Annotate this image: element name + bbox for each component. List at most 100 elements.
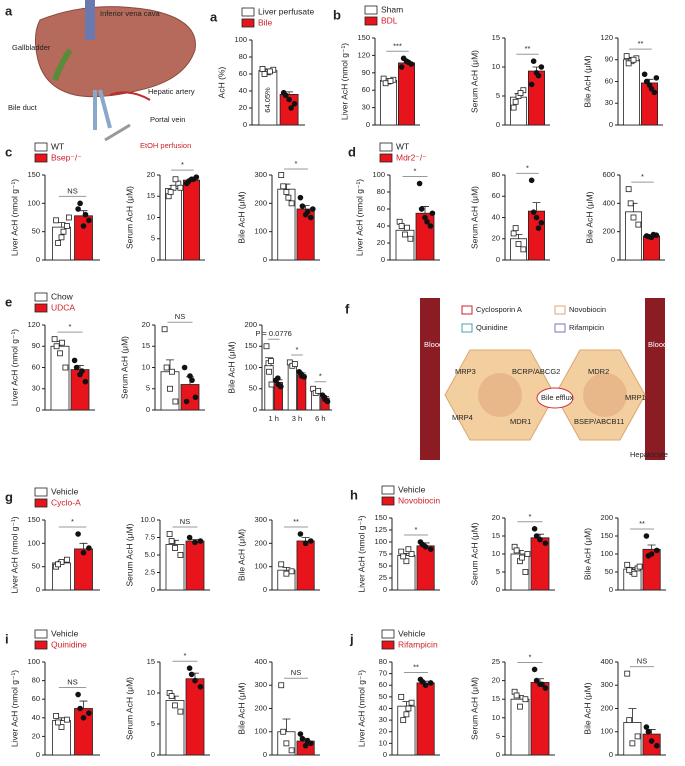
data-point [186, 665, 193, 671]
data-point [539, 681, 545, 688]
data-point [405, 59, 412, 66]
error-bar [647, 544, 656, 550]
data-point [643, 724, 650, 730]
data-point [278, 561, 285, 568]
data-point [419, 678, 426, 685]
y-tick-label: 0 [151, 585, 155, 594]
data-point [268, 358, 274, 365]
y-tick-label: 30 [605, 98, 613, 107]
significance-label: ** [639, 519, 645, 528]
significance-label: NS [67, 678, 77, 687]
y-axis-label: Liver AcH (nmol g⁻¹) [9, 179, 19, 256]
data-point [288, 568, 295, 575]
y-tick-label: 25 [379, 573, 387, 582]
data-point [64, 223, 70, 229]
data-point [192, 394, 199, 401]
y-tick-label: 10.0 [140, 515, 155, 524]
data-point [197, 684, 204, 690]
y-axis-label: Serum AcH (μM) [469, 50, 479, 113]
legend-label: Novobiocin [398, 495, 440, 505]
label: Hepatocyte [630, 450, 668, 459]
data-point [266, 68, 273, 75]
y-tick-label: 0 [36, 750, 40, 759]
y-tick-label: 80 [377, 187, 385, 196]
data-point [634, 733, 641, 740]
y-tick-label: 60 [492, 191, 500, 200]
data-point [653, 547, 660, 554]
data-point [59, 339, 65, 346]
legend-swatch [34, 487, 48, 497]
error-bar [285, 91, 294, 95]
y-tick-label: 15 [142, 341, 150, 350]
label: Bile duct [8, 103, 38, 112]
y-tick-label: 20 [379, 727, 387, 736]
legend-swatch [34, 292, 48, 302]
bar [287, 363, 297, 411]
data-point [510, 230, 517, 237]
data-point [533, 677, 540, 684]
panel-letter: h [350, 487, 358, 502]
error-bar [79, 542, 88, 549]
data-point [405, 546, 412, 553]
y-axis-label: Serum AcH (μM) [469, 186, 479, 249]
label: Bile efflux [541, 393, 574, 402]
data-point [285, 194, 292, 201]
data-point [405, 705, 412, 712]
y-tick-label: 120 [357, 50, 370, 59]
error-bar [628, 708, 637, 723]
y-axis-label: Bile AcH (μM) [584, 191, 594, 243]
data-point [626, 567, 633, 574]
significance-label: * [415, 525, 418, 534]
y-tick-label: 300 [254, 170, 267, 179]
data-point [66, 214, 72, 221]
panel-letter: e [5, 294, 12, 309]
data-point [172, 545, 178, 551]
y-tick-label: 30 [379, 715, 387, 724]
data-point [398, 693, 405, 700]
y-axis-label: Bile AcH (μM) [236, 682, 246, 734]
y-tick-label: 30 [32, 384, 40, 393]
data-point [645, 233, 652, 240]
legend-label: Sham [381, 4, 403, 14]
data-point [510, 104, 517, 111]
data-point [528, 177, 535, 184]
y-axis-label: Liver AcH (nmol g⁻¹) [9, 670, 19, 747]
data-point [75, 691, 81, 698]
bar [530, 682, 550, 756]
y-tick-label: 5 [496, 567, 500, 576]
y-tick-label: 100 [27, 198, 40, 207]
data-point [402, 231, 408, 238]
y-tick-label: 50 [605, 567, 613, 576]
y-tick-label: 10 [492, 713, 500, 722]
data-point [533, 533, 540, 539]
y-tick-label: 120 [600, 33, 613, 42]
data-point [177, 552, 184, 558]
legend-label: Vehicle [51, 628, 79, 638]
x-tick-label: 1 h [268, 414, 278, 423]
y-tick-label: 100 [600, 727, 613, 736]
data-point [172, 702, 178, 709]
data-point [645, 728, 652, 735]
label: Gallbladder [12, 43, 51, 52]
bar [416, 682, 435, 756]
panel-letter: c [5, 144, 12, 159]
y-axis-label: Serum AcH (μM) [124, 523, 134, 586]
legend-swatch [379, 153, 393, 163]
y-axis-label: Bile AcH (μM) [236, 191, 246, 243]
data-point [542, 685, 549, 691]
data-point [512, 98, 519, 105]
significance-label: * [529, 512, 532, 521]
error-bar [532, 202, 541, 212]
x-tick-label: 3 h [292, 414, 302, 423]
y-tick-label: 40 [32, 713, 40, 722]
data-point [429, 210, 436, 217]
y-tick-label: 0 [381, 255, 385, 264]
y-tick-label: 100 [254, 562, 267, 571]
data-point [57, 350, 63, 357]
diagram-f: f Cyclosporin A Novobiocin Quinidine Rif… [345, 298, 668, 460]
y-tick-label: 100 [234, 35, 247, 44]
data-point [288, 200, 295, 207]
data-point [513, 692, 520, 699]
legend-box [461, 305, 473, 315]
y-tick-label: 60 [377, 204, 385, 213]
